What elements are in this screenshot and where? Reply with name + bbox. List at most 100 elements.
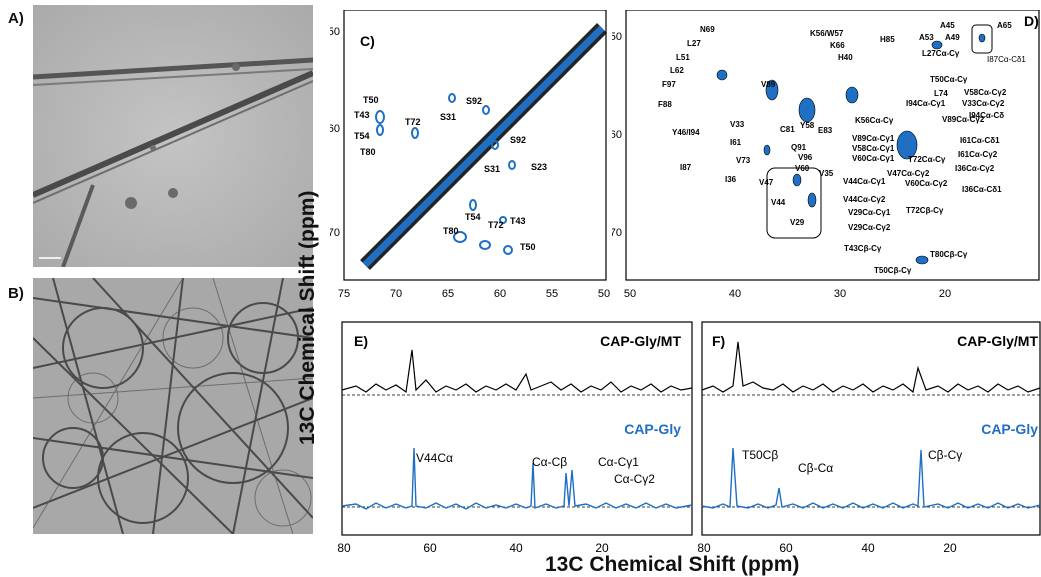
- d-xtick: 20: [939, 288, 951, 300]
- panel-e-label: E): [354, 333, 368, 349]
- d-peak-label: V29: [790, 218, 805, 227]
- d-peak-label: V60: [795, 164, 810, 173]
- c-peak-label: T72: [488, 220, 504, 230]
- panel-c-label: C): [360, 33, 375, 49]
- e-peak-label-ca-cb: Cα-Cβ: [532, 455, 567, 469]
- d-xtick: 30: [834, 288, 846, 300]
- d-peak-label: Y58: [800, 121, 815, 130]
- d-peak-label: A53: [919, 33, 934, 42]
- e-top-trace-label: CAP-Gly/MT: [600, 333, 681, 349]
- d-peak: [978, 33, 986, 43]
- d-peak-label: H85: [880, 35, 895, 44]
- f-xtick: 80: [698, 541, 711, 555]
- f-top-trace-label: CAP-Gly/MT: [957, 333, 1038, 349]
- d-ytick: 70: [612, 227, 622, 239]
- e-top-trace: [341, 349, 693, 394]
- sem-network-image: [33, 278, 313, 534]
- c-ytick: 50: [330, 26, 340, 38]
- d-peak-label: L74: [934, 89, 948, 98]
- c-peak-label: T80: [360, 147, 376, 157]
- d-peak: [765, 79, 779, 101]
- c-peak: [453, 231, 467, 243]
- d-peak-label: T50Cα-Cγ: [930, 75, 968, 84]
- d-peak-label: L27: [687, 39, 701, 48]
- f-bottom-trace-label: CAP-Gly: [981, 421, 1038, 437]
- f-peak-label-t50cb: T50Cβ: [742, 448, 778, 462]
- e-peak-label-ca-cg1: Cα-Cγ1: [598, 455, 639, 469]
- d-peak-label: T50Cβ-Cγ: [874, 266, 912, 275]
- tem-micrograph: [33, 5, 313, 267]
- c-xtick: 50: [598, 288, 610, 300]
- d-peak-label: V47: [759, 178, 774, 187]
- d-peak-label: T72Cβ-Cγ: [906, 206, 944, 215]
- d-peak-label: L51: [676, 53, 690, 62]
- c-peak: [448, 93, 456, 103]
- c-peak: [491, 140, 499, 150]
- d-peak-label: V33: [730, 120, 745, 129]
- f-xtick: 40: [861, 541, 875, 555]
- e-bottom-trace: [341, 447, 693, 510]
- d-peak-label: L62: [670, 66, 684, 75]
- c-peak-label: S31: [440, 112, 456, 122]
- c-peak-label: T43: [354, 110, 370, 120]
- c-xtick: 65: [442, 288, 454, 300]
- d-peak-label: I87: [680, 163, 692, 172]
- d-peak: [716, 69, 728, 81]
- c-peak: [411, 127, 419, 139]
- e-xtick: 80: [337, 541, 351, 555]
- panel-d-spectrum: D) N69 L27 L51 L62 F97 F88 Y46/I94 I87 V…: [612, 10, 1040, 300]
- c-peak: [376, 124, 384, 136]
- c-peak-label: T80: [443, 226, 459, 236]
- c-peak-label: S92: [466, 96, 482, 106]
- c-peak-label: S23: [531, 162, 547, 172]
- d-peak-label: V29Cα-Cγ2: [848, 223, 891, 232]
- c-peak-label: S31: [484, 164, 500, 174]
- c-xtick: 55: [546, 288, 558, 300]
- d-peak-label: A45: [940, 21, 955, 30]
- e-peak-label-v44: V44Cα: [416, 451, 453, 465]
- d-peak-label: V58Cα-Cγ1: [852, 144, 895, 153]
- panel-f-frame: [701, 321, 1041, 536]
- e-xtick: 20: [595, 541, 609, 555]
- c-peak-label: T54: [354, 131, 370, 141]
- d-peak-label: A49: [945, 33, 960, 42]
- d-peak-label: Q91: [791, 143, 807, 152]
- d-peak-label: E83: [818, 126, 833, 135]
- d-peak-label: V60Cα-Cγ1: [852, 154, 895, 163]
- d-peak: [845, 86, 859, 104]
- f-peak-label-cb-cg: Cβ-Cγ: [928, 448, 962, 462]
- e-xtick: 40: [509, 541, 523, 555]
- c-ytick: 60: [330, 123, 340, 135]
- c-peak: [508, 160, 516, 170]
- d-peak-label: I61: [730, 138, 742, 147]
- d-peak-label: H40: [838, 53, 853, 62]
- c-peak: [482, 105, 490, 115]
- e-xtick: 60: [423, 541, 437, 555]
- d-peak-label: V89: [761, 80, 776, 89]
- d-peak-label: I36Cα-Cγ2: [955, 164, 995, 173]
- c-peak-label: T50: [363, 95, 379, 105]
- d-peak-label: L27Cα-Cγ: [922, 49, 960, 58]
- d-ytick: 50: [612, 31, 622, 43]
- d-peak-label: I36: [725, 175, 737, 184]
- d-peak-label: V35: [819, 169, 834, 178]
- d-peak-label: K66: [830, 41, 845, 50]
- d-peak-label: I87Cα-Cδ1: [987, 55, 1026, 64]
- y-axis-title: 13C Chemical Shift (ppm): [296, 190, 319, 445]
- d-peak-label: T43Cβ-Cγ: [844, 244, 882, 253]
- panel-a-label: A): [8, 10, 24, 27]
- d-peak-label: V47Cα-Cγ2: [887, 169, 930, 178]
- d-peak: [896, 130, 918, 160]
- e-bottom-trace-label: CAP-Gly: [624, 421, 681, 437]
- c-peak-label: T43: [510, 216, 526, 226]
- panel-d-label: D): [1024, 13, 1039, 29]
- d-peak-label: C81: [780, 125, 795, 134]
- d-peak: [807, 192, 817, 208]
- panel-f-traces: F) CAP-Gly/MT CAP-Gly T50Cβ Cβ-Cα Cβ-Cγ …: [698, 321, 1041, 555]
- c-peak: [479, 240, 491, 250]
- c-peak: [375, 110, 385, 124]
- d-peak-label: K56Cα-Cγ: [855, 116, 894, 125]
- tem-microtubule-image: [33, 5, 313, 267]
- f-xtick: 20: [943, 541, 957, 555]
- d-peak-label: I36Cα-Cδ1: [962, 185, 1002, 194]
